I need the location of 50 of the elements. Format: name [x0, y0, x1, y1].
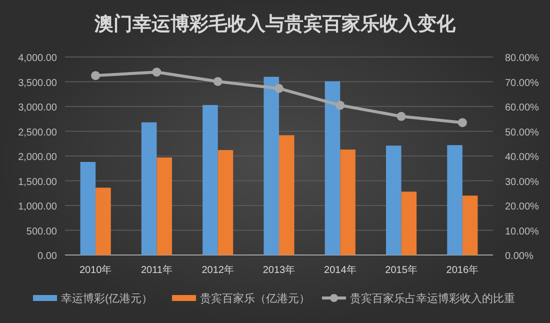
y2-tick-label: 30.00% [505, 176, 540, 188]
point [274, 84, 284, 93]
y-tick-label: 1,500.00 [18, 176, 58, 188]
x-tick-label: 2015年 [385, 264, 418, 276]
y2-tick-label: 80.00% [505, 53, 540, 64]
bar [141, 122, 157, 255]
x-tick-label: 2013年 [262, 264, 296, 276]
bar [279, 135, 294, 255]
point [396, 112, 406, 121]
x-tick-label: 2016年 [446, 264, 479, 276]
y-tick-label: 1,000.00 [18, 202, 58, 212]
y2-tick-label: 40.00% [505, 152, 540, 163]
bar [96, 188, 111, 255]
chart-title: 澳门幸运博彩毛收入与贵宾百家乐收入变化 [94, 13, 456, 35]
bar [401, 192, 417, 255]
y2-tick-label: 20.00% [505, 202, 540, 212]
y-tick-label: 0.00 [38, 251, 58, 262]
bar [447, 145, 462, 255]
y-tick-label: 500.00 [26, 226, 58, 238]
y-tick-label: 4,000.00 [18, 53, 58, 64]
point [213, 77, 222, 86]
x-tick-label: 2012年 [202, 264, 234, 276]
y-tick-label: 3,000.00 [18, 102, 58, 114]
bar [386, 146, 402, 255]
x-tick-label: 2010年 [79, 264, 112, 276]
y2-tick-label: 60.00% [505, 102, 540, 114]
bar [202, 105, 218, 255]
legend-label: 贵宾百家乐（亿港元） [200, 292, 310, 305]
y2-tick-label: 10.00% [505, 226, 540, 238]
y-tick-label: 2,000.00 [18, 152, 58, 163]
bar [156, 157, 172, 255]
bar [340, 150, 356, 255]
x-tick-label: 2014年 [324, 264, 356, 276]
bar [80, 162, 96, 255]
y-tick-label: 3,500.00 [18, 78, 58, 89]
point [152, 68, 162, 77]
bar [218, 150, 234, 255]
point [336, 100, 345, 110]
x-tick-label: 2011年 [140, 264, 172, 276]
point [458, 118, 467, 128]
legend-label: 幸运博彩(亿港元） [61, 292, 153, 305]
y2-tick-label: 0.00% [505, 251, 534, 262]
y2-tick-label: 70.00% [505, 78, 540, 89]
point [91, 71, 100, 80]
y2-tick-label: 50.00% [505, 127, 540, 138]
legend-label: 贵宾百家乐占幸运博彩收入的比重 [350, 292, 515, 305]
bar [462, 196, 478, 255]
bar [264, 76, 279, 255]
bar [324, 81, 340, 255]
y-tick-label: 2,500.00 [18, 127, 58, 138]
